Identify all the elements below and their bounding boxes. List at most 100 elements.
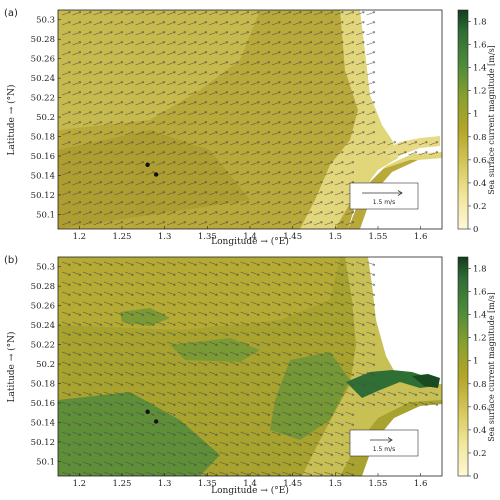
velocity-arrow — [145, 331, 155, 336]
velocity-arrow — [355, 381, 365, 386]
velocity-arrowhead — [257, 413, 260, 416]
y-tick-label: 50.18 — [31, 133, 55, 143]
velocity-arrow — [366, 131, 376, 136]
velocity-arrow — [166, 161, 176, 166]
velocity-arrowhead — [372, 333, 376, 336]
velocity-arrow — [135, 161, 145, 166]
velocity-arrowhead — [257, 293, 260, 296]
velocity-arrowhead — [372, 81, 376, 84]
velocity-arrowhead — [351, 353, 355, 356]
velocity-arrowhead — [267, 71, 271, 74]
velocity-arrowhead — [183, 323, 187, 326]
velocity-arrowhead — [341, 41, 344, 44]
velocity-arrow — [208, 361, 218, 366]
velocity-arrowhead — [362, 273, 365, 276]
velocity-arrow — [366, 321, 376, 326]
velocity-arrow — [345, 461, 355, 466]
velocity-arrowhead — [99, 111, 103, 114]
velocity-arrow — [177, 331, 187, 336]
velocity-arrowhead — [68, 463, 71, 466]
velocity-arrowhead — [162, 443, 166, 446]
velocity-arrowhead — [183, 463, 187, 466]
velocity-arrowhead — [236, 333, 239, 336]
velocity-arrow — [177, 131, 187, 136]
velocity-arrowhead — [236, 31, 239, 34]
velocity-arrowhead — [68, 333, 71, 336]
velocity-arrowhead — [225, 273, 229, 276]
velocity-arrow — [198, 131, 208, 136]
velocity-arrowhead — [131, 11, 134, 14]
velocity-arrowhead — [173, 201, 176, 204]
velocity-arrow — [219, 101, 229, 106]
velocity-arrowhead — [278, 31, 281, 34]
velocity-arrow — [303, 301, 313, 306]
velocity-arrow — [187, 81, 197, 86]
velocity-arrow — [72, 431, 82, 436]
velocity-arrow — [145, 31, 155, 36]
velocity-arrowhead — [110, 403, 113, 406]
velocity-arrowhead — [257, 141, 260, 144]
y-tick-label: 50.24 — [31, 321, 55, 331]
velocity-arrowhead — [89, 101, 92, 104]
velocity-arrow — [313, 31, 323, 36]
velocity-arrowhead — [173, 273, 176, 276]
velocity-arrow — [93, 141, 103, 146]
velocity-arrow — [82, 341, 92, 346]
velocity-arrow — [61, 11, 71, 16]
velocity-arrowhead — [215, 11, 218, 14]
velocity-arrowhead — [246, 333, 250, 336]
velocity-arrow — [93, 191, 103, 196]
velocity-arrow — [166, 321, 176, 326]
velocity-arrowhead — [278, 41, 281, 44]
velocity-arrowhead — [78, 81, 82, 84]
velocity-arrow — [229, 101, 239, 106]
velocity-arrowhead — [351, 171, 355, 174]
velocity-arrow — [166, 31, 176, 36]
velocity-arrowhead — [68, 383, 71, 386]
velocity-arrowhead — [162, 81, 166, 84]
velocity-arrow — [229, 391, 239, 396]
velocity-arrowhead — [372, 91, 376, 94]
velocity-arrow — [229, 311, 239, 316]
velocity-arrow — [72, 161, 82, 166]
velocity-arrow — [208, 471, 218, 476]
velocity-arrow — [93, 51, 103, 56]
velocity-arrow — [313, 421, 323, 426]
velocity-arrow — [135, 11, 145, 16]
velocity-arrow — [208, 41, 218, 46]
velocity-arrow — [219, 211, 229, 216]
velocity-arrow — [166, 101, 176, 106]
velocity-arrowhead — [288, 61, 292, 64]
velocity-arrow — [324, 191, 334, 196]
velocity-arrowhead — [372, 51, 376, 54]
velocity-arrow — [177, 141, 187, 146]
velocity-arrow — [187, 221, 197, 226]
velocity-arrowhead — [110, 71, 113, 74]
velocity-arrow — [345, 21, 355, 26]
velocity-arrowhead — [152, 393, 155, 396]
velocity-arrowhead — [215, 393, 218, 396]
velocity-arrowhead — [183, 393, 187, 396]
velocity-arrowhead — [330, 41, 334, 44]
velocity-arrowhead — [215, 433, 218, 436]
velocity-arrow — [250, 471, 260, 476]
velocity-arrowhead — [162, 41, 166, 44]
velocity-arrow — [166, 301, 176, 306]
x-tick-label: 1.45 — [283, 479, 302, 489]
velocity-arrowhead — [341, 283, 344, 286]
velocity-arrow — [219, 71, 229, 76]
velocity-arrow — [187, 471, 197, 476]
velocity-arrow — [345, 71, 355, 76]
velocity-arrowhead — [299, 433, 302, 436]
velocity-arrow — [156, 221, 166, 226]
velocity-arrow — [187, 151, 197, 156]
velocity-arrowhead — [215, 71, 218, 74]
velocity-arrow — [376, 391, 386, 396]
velocity-arrowhead — [278, 201, 281, 204]
velocity-arrowhead — [99, 221, 103, 224]
velocity-arrowhead — [236, 393, 239, 396]
velocity-arrow — [366, 151, 376, 156]
y-tick-label: 50.26 — [31, 302, 55, 312]
velocity-arrow — [271, 461, 281, 466]
velocity-arrowhead — [246, 363, 250, 366]
